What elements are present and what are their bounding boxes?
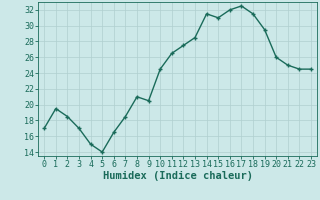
X-axis label: Humidex (Indice chaleur): Humidex (Indice chaleur) — [103, 171, 252, 181]
